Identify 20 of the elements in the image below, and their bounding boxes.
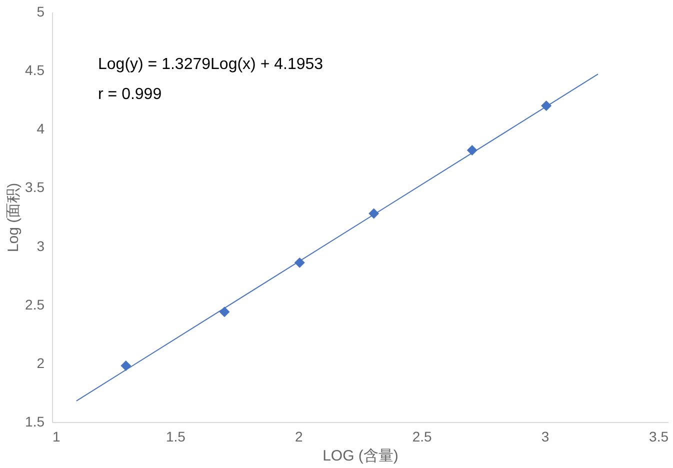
y-tick-label: 4 xyxy=(36,120,45,137)
y-axis-title: Log (面积) xyxy=(5,182,22,252)
y-tick-label: 4.5 xyxy=(25,62,45,78)
x-tick-label: 1 xyxy=(52,428,60,444)
x-axis-title: LOG (含量) xyxy=(322,448,398,464)
y-tick-label: 2.5 xyxy=(25,296,45,312)
annotation: Log(y) = 1.3279Log(x) + 4.1953 xyxy=(98,56,324,73)
point xyxy=(120,360,132,372)
y-tick-label: 5 xyxy=(36,4,45,20)
y-tick-label: 3.5 xyxy=(25,179,45,196)
x-tick-label: 3.5 xyxy=(649,428,669,444)
x-tick-label: 3 xyxy=(541,428,550,444)
x-tick-label: 2.5 xyxy=(412,428,432,444)
y-tick-label: 1.5 xyxy=(25,414,45,430)
point xyxy=(219,306,230,318)
x-tick-label: 1.5 xyxy=(166,428,186,444)
x-tick-label: 2 xyxy=(295,428,303,444)
annotation: r = 0.999 xyxy=(98,86,162,103)
y-tick-label: 3 xyxy=(36,238,45,254)
y-tick-label: 2 xyxy=(36,354,45,371)
